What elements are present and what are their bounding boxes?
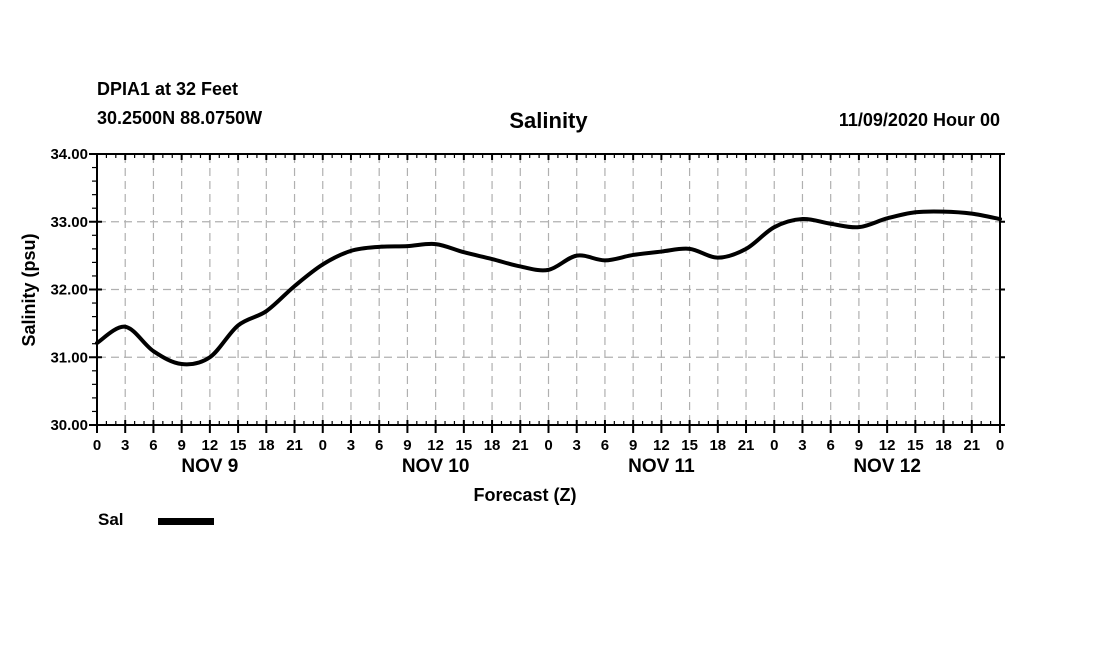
- x-tick-label: 15: [230, 437, 247, 454]
- x-tick-label: 18: [935, 437, 952, 454]
- y-tick-label: 32.00: [50, 282, 88, 299]
- y-tick-label: 30.00: [50, 417, 88, 434]
- x-tick-label: 21: [738, 437, 755, 454]
- gridlines: [98, 155, 999, 424]
- x-tick-label: 0: [319, 437, 327, 454]
- x-tick-label: 18: [258, 437, 275, 454]
- x-tick-label: 18: [709, 437, 726, 454]
- x-tick-label: 9: [855, 437, 863, 454]
- x-tick-label: 3: [121, 437, 129, 454]
- y-tick-label: 31.00: [50, 349, 88, 366]
- x-tick-label: 6: [827, 437, 835, 454]
- plot-border: [96, 153, 1001, 426]
- station-name-depth: DPIA1 at 32 Feet: [97, 79, 239, 99]
- day-label: NOV 9: [181, 456, 238, 477]
- forecast-run-datetime: 11/09/2020 Hour 00: [838, 110, 1000, 130]
- x-tick-label: 21: [963, 437, 980, 454]
- x-tick-label: 21: [286, 437, 303, 454]
- y-tick-label: 34.00: [50, 146, 88, 163]
- x-tick-label: 0: [93, 437, 101, 454]
- x-tick-label: 12: [879, 437, 896, 454]
- x-tick-label: 15: [456, 437, 473, 454]
- x-tick-label: 21: [512, 437, 529, 454]
- salinity-line: [95, 209, 1002, 367]
- x-axis-label: Forecast (Z): [473, 485, 577, 505]
- x-tick-label: 9: [177, 437, 185, 454]
- station-coordinates: 30.2500N 88.0750W: [97, 108, 263, 128]
- x-tick-label: 0: [996, 437, 1004, 454]
- x-tick-label: 12: [202, 437, 219, 454]
- x-tick-label: 9: [403, 437, 411, 454]
- tick-labels: 0 3 6 9 12 15 18 21 0 3 6 9 12 15 18 21 0 3 6 9 12 15 18 21 0 3 6 9…: [50, 146, 1004, 477]
- x-tick-label: 3: [573, 437, 581, 454]
- x-tick-label: 9: [629, 437, 637, 454]
- y-tick-label: 33.00: [50, 214, 88, 231]
- x-tick-label: 12: [427, 437, 444, 454]
- x-tick-label: 6: [601, 437, 609, 454]
- x-tick-label: 0: [770, 437, 778, 454]
- y-axis-label: Salinity (psu): [19, 233, 39, 347]
- day-label: NOV 12: [853, 456, 921, 477]
- x-tick-label: 15: [907, 437, 924, 454]
- chart-title: Salinity: [509, 108, 588, 133]
- x-tick-label: 18: [484, 437, 501, 454]
- legend-line-swatch: [158, 518, 214, 525]
- axis-ticks: [89, 153, 1005, 433]
- x-tick-label: 0: [544, 437, 552, 454]
- x-tick-label: 6: [375, 437, 383, 454]
- x-tick-label: 12: [653, 437, 670, 454]
- legend-series-label: Sal: [98, 510, 124, 529]
- day-label: NOV 11: [628, 456, 695, 477]
- x-tick-label: 6: [149, 437, 157, 454]
- x-tick-label: 15: [681, 437, 698, 454]
- day-label: NOV 10: [402, 456, 470, 477]
- x-tick-label: 3: [347, 437, 355, 454]
- x-tick-label: 3: [798, 437, 806, 454]
